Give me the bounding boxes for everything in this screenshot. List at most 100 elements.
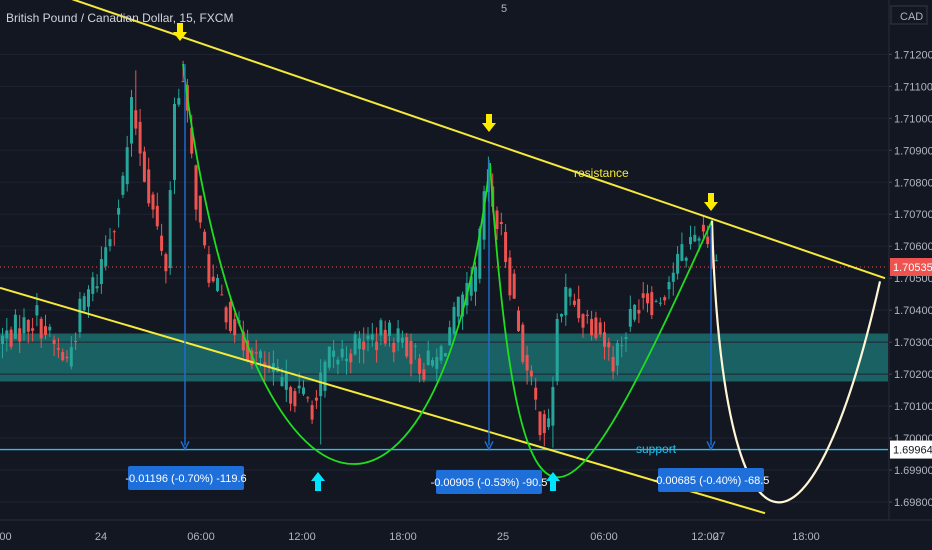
support-trendline xyxy=(0,286,766,515)
candle xyxy=(521,322,525,365)
candle xyxy=(693,226,697,243)
measure-arrowhead xyxy=(484,440,494,451)
current-price-tag: 1.70535 xyxy=(890,257,932,276)
candle xyxy=(302,380,305,397)
candle xyxy=(104,235,108,271)
measure-callout: -0.00905 (-0.53%) -90.5 xyxy=(431,470,547,494)
candle xyxy=(366,327,370,352)
candle-body xyxy=(517,310,520,332)
candle xyxy=(349,348,353,374)
support-price-tag-box xyxy=(890,440,932,459)
candle xyxy=(422,362,426,383)
candle-body xyxy=(443,353,447,357)
candle xyxy=(56,337,60,359)
marker-layer xyxy=(173,23,718,491)
price-tick-label: 1.70700 xyxy=(894,209,932,221)
candle xyxy=(340,339,344,361)
candle xyxy=(375,327,379,363)
candle-body xyxy=(547,418,551,428)
candle-body xyxy=(52,339,56,344)
candle xyxy=(418,353,422,383)
candle xyxy=(564,273,568,326)
candle xyxy=(508,250,512,301)
candle xyxy=(327,346,331,371)
candle-body xyxy=(693,234,697,242)
candle xyxy=(529,365,533,386)
measure-callout-label: -0.00685 (-0.40%) -68.5 xyxy=(653,475,770,487)
candle xyxy=(211,264,215,283)
candle-body xyxy=(542,414,546,434)
price-tick-label: 1.70300 xyxy=(894,337,932,349)
candle xyxy=(581,313,585,338)
down-arrow-shape xyxy=(173,23,187,41)
candle-body xyxy=(646,293,649,304)
candle xyxy=(69,336,73,370)
candle xyxy=(388,320,391,347)
candle-body xyxy=(22,317,26,334)
candle xyxy=(142,146,146,183)
candle xyxy=(61,348,65,362)
candle-body xyxy=(198,195,202,223)
candle-body xyxy=(611,356,615,372)
candle-body xyxy=(155,205,159,227)
candle xyxy=(658,297,662,307)
candle xyxy=(405,332,409,359)
candle xyxy=(138,108,142,167)
candle xyxy=(435,348,439,382)
candle-body xyxy=(628,308,632,327)
candle-body xyxy=(495,210,499,229)
candle xyxy=(547,408,551,430)
candle xyxy=(474,261,477,306)
candle-body xyxy=(598,322,602,335)
time-tick-label: 06:00 xyxy=(590,531,618,543)
candle-body xyxy=(431,360,434,366)
zone-layer xyxy=(0,333,888,382)
candle-body xyxy=(134,110,138,129)
candle-body xyxy=(474,266,477,292)
candle-body xyxy=(697,238,701,241)
candle xyxy=(220,284,224,296)
candle xyxy=(332,340,336,369)
plot-area[interactable] xyxy=(0,0,888,515)
price-tick-label: 1.71200 xyxy=(894,49,932,61)
candle xyxy=(198,195,202,229)
candle-body xyxy=(319,372,323,397)
candle xyxy=(517,306,520,332)
candle xyxy=(121,172,125,199)
candle xyxy=(439,344,443,364)
candle xyxy=(224,305,228,330)
price-tick-label: 1.70500 xyxy=(894,273,932,285)
candle xyxy=(603,321,606,360)
candle xyxy=(26,318,30,344)
candle xyxy=(555,313,559,386)
current-price-tag-label: 1.70535 xyxy=(893,262,932,274)
candle xyxy=(641,281,645,310)
cup-curve xyxy=(182,63,491,465)
candle-body xyxy=(259,351,262,358)
candle-body xyxy=(375,341,379,351)
candle-body xyxy=(676,253,680,274)
candle-body xyxy=(233,319,237,336)
candle xyxy=(284,359,288,402)
candle-body xyxy=(405,337,409,357)
time-tick-label: :00 xyxy=(0,531,12,543)
current-price-tag-box xyxy=(890,257,932,276)
candle-body xyxy=(82,296,86,311)
candle-body xyxy=(147,169,151,204)
candle-body xyxy=(590,318,594,336)
candle-body xyxy=(297,385,301,389)
candle-body xyxy=(504,232,508,262)
candle-body xyxy=(409,341,413,365)
candle xyxy=(13,309,17,340)
candle-body xyxy=(99,259,103,284)
candle-body xyxy=(224,307,228,323)
candle xyxy=(228,297,232,334)
candle xyxy=(164,252,168,284)
candle-body xyxy=(306,397,310,399)
candle-body xyxy=(448,327,452,346)
candle xyxy=(680,232,684,262)
candle-body xyxy=(56,348,60,350)
